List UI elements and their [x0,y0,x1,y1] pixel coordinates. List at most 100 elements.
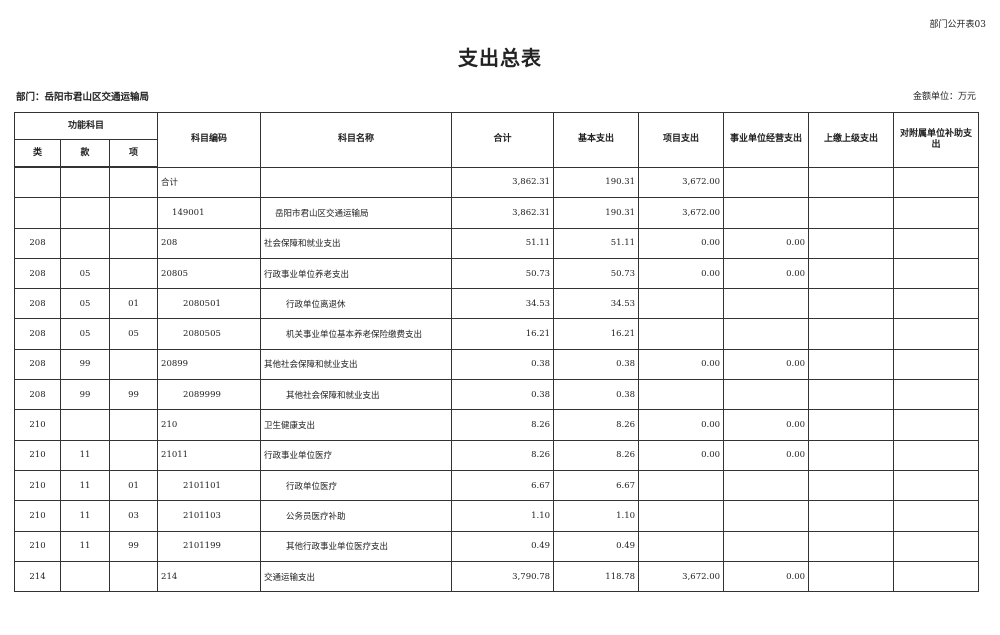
cell-business [723,379,810,411]
cell-business [723,318,810,350]
cell-business [723,469,810,502]
cell-subsidy [893,560,980,593]
cell-name: 其他社会保障和就业支出 [260,379,453,411]
cell-project: 0.00 [638,257,725,290]
cell-business [723,166,810,199]
cell-code: 2101101 [157,469,262,502]
cell-upper [808,500,895,532]
cell-lei: 208 [14,379,61,411]
header-business: 事业单位经营支出 [723,112,810,168]
cell-business: 0.00 [723,560,810,593]
cell-business [723,197,810,229]
cell-upper [808,439,895,471]
cell-basic: 0.49 [553,530,640,562]
cell-xiang: 01 [108,288,159,320]
cell-lei [14,197,61,229]
header-lei: 类 [14,139,61,168]
cell-lei: 208 [14,227,61,259]
cell-total: 0.49 [451,530,555,562]
cell-name: 行政单位医疗 [260,469,453,502]
cell-xiang: 05 [108,318,159,350]
table-row: 208 208 社会保障和就业支出 51.11 51.11 0.00 0.00 [14,227,980,259]
cell-total: 1.10 [451,500,555,532]
cell-total: 3,862.31 [451,197,555,229]
cell-basic: 118.78 [553,560,640,593]
cell-subsidy [893,166,980,199]
cell-name: 行政单位离退休 [260,288,453,320]
cell-business [723,530,810,562]
cell-name: 岳阳市君山区交通运输局 [260,197,453,229]
cell-total: 34.53 [451,288,555,320]
cell-code: 214 [157,560,262,593]
cell-name: 卫生健康支出 [260,409,453,441]
cell-project [638,530,725,562]
cell-upper [808,379,895,411]
cell-basic: 34.53 [553,288,640,320]
cell-business: 0.00 [723,409,810,441]
cell-project: 3,672.00 [638,197,725,229]
header-project: 项目支出 [638,112,725,168]
cell-total: 8.26 [451,439,555,471]
cell-name [260,166,453,199]
cell-code: 2080501 [157,288,262,320]
cell-total: 8.26 [451,409,555,441]
cell-project [638,500,725,532]
header-kuan: 款 [60,139,110,168]
cell-subsidy [893,439,980,471]
cell-code: 210 [157,409,262,441]
cell-subsidy [893,197,980,229]
cell-xiang: 99 [108,530,159,562]
cell-code: 149001 [157,197,262,229]
unit-label: 金额单位：万元 [912,92,976,102]
cell-kuan [60,197,110,229]
table-row: 210 11 03 2101103 公务员医疗补助 1.10 1.10 [14,500,980,532]
cell-total: 3,862.31 [451,166,555,199]
cell-upper [808,197,895,229]
cell-basic: 190.31 [553,166,640,199]
cell-project: 3,672.00 [638,166,725,199]
table-row: 210 11 99 2101199 其他行政事业单位医疗支出 0.49 0.49 [14,530,980,562]
cell-subsidy [893,318,980,350]
cell-kuan [60,227,110,259]
cell-total: 50.73 [451,257,555,290]
cell-code: 2080505 [157,318,262,350]
cell-code: 208 [157,227,262,259]
cell-basic: 51.11 [553,227,640,259]
table-row: 210 11 01 2101101 行政单位医疗 6.67 6.67 [14,469,980,502]
cell-basic: 8.26 [553,409,640,441]
cell-upper [808,166,895,199]
cell-upper [808,257,895,290]
cell-kuan: 05 [60,257,110,290]
cell-business: 0.00 [723,257,810,290]
cell-business: 0.00 [723,439,810,471]
cell-basic: 50.73 [553,257,640,290]
cell-subsidy [893,379,980,411]
cell-lei: 214 [14,560,61,593]
cell-kuan: 11 [60,439,110,471]
cell-kuan: 11 [60,530,110,562]
cell-kuan [60,166,110,199]
cell-lei: 208 [14,257,61,290]
cell-lei: 208 [14,318,61,350]
cell-basic: 190.31 [553,197,640,229]
cell-project: 0.00 [638,227,725,259]
cell-lei: 208 [14,348,61,381]
cell-name: 其他社会保障和就业支出 [260,348,453,381]
cell-subsidy [893,348,980,381]
cell-name: 机关事业单位基本养老保险缴费支出 [260,318,453,350]
cell-total: 6.67 [451,469,555,502]
header-function-subject: 功能科目 [13,112,159,140]
cell-lei: 210 [14,409,61,441]
cell-code: 2101199 [157,530,262,562]
cell-name: 行政事业单位医疗 [260,439,453,471]
cell-xiang [108,227,159,259]
cell-upper [808,530,895,562]
cell-kuan: 05 [60,288,110,320]
cell-total: 3,790.78 [451,560,555,593]
cell-xiang: 03 [108,500,159,532]
cell-upper [808,409,895,441]
table-row: 208 05 05 2080505 机关事业单位基本养老保险缴费支出 16.21 16.21 [14,318,980,350]
cell-kuan: 99 [60,348,110,381]
cell-lei [14,166,61,199]
header-basic: 基本支出 [553,112,640,168]
